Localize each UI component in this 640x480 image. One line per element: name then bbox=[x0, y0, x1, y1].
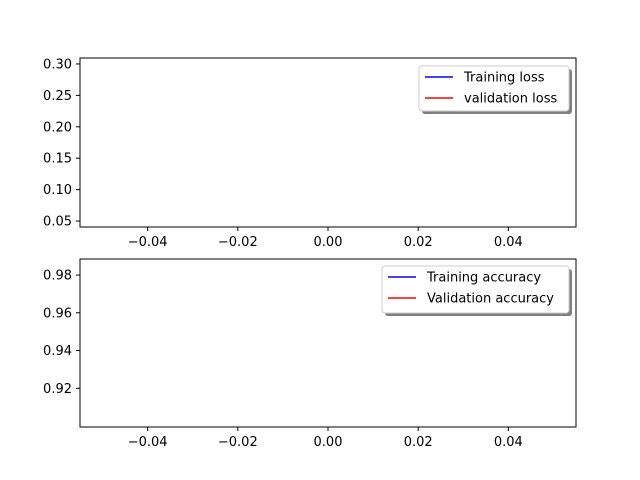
accuracy-y-ticks: 0.92 0.94 0.96 0.98 bbox=[43, 269, 80, 397]
loss-subplot: −0.04 −0.02 0.00 0.02 0.04 0.050.100.150.200… bbox=[43, 57, 577, 250]
accuracy-legend-label: Validation accuracy bbox=[427, 292, 554, 307]
loss-legend-box bbox=[418, 65, 570, 112]
accuracy-x-tick-label: −0.02 bbox=[218, 435, 258, 450]
loss-x-tick-label: 0.02 bbox=[404, 235, 433, 250]
loss-y-ticks: 0.05 0.10 0.15 0.20 0.25 0.30 bbox=[43, 57, 80, 230]
accuracy-y-tick-label: 0.98 bbox=[43, 269, 72, 284]
accuracy-subplot: −0.04 −0.02 0.00 0.02 0.04 0.920.940.960.98 … bbox=[43, 258, 577, 450]
accuracy-y-tick-label: 0.96 bbox=[43, 306, 72, 321]
loss-x-tick-label: −0.04 bbox=[128, 235, 168, 250]
loss-x-tick-label: 0.00 bbox=[314, 235, 343, 250]
loss-x-ticks: −0.04 −0.02 0.00 0.02 0.04 bbox=[128, 227, 523, 250]
loss-y-tick-label: 0.25 bbox=[43, 89, 72, 104]
accuracy-x-tick-label: 0.04 bbox=[494, 435, 523, 450]
accuracy-legend: Training accuracy Validation accuracy bbox=[381, 265, 572, 316]
loss-y-tick-label: 0.15 bbox=[43, 152, 72, 167]
accuracy-x-tick-label: 0.02 bbox=[404, 435, 433, 450]
accuracy-y-tick-label: 0.92 bbox=[43, 382, 72, 397]
loss-x-tick-label: 0.04 bbox=[494, 235, 523, 250]
loss-y-tick-label: 0.10 bbox=[43, 183, 72, 198]
accuracy-y-tick-label: 0.94 bbox=[43, 344, 72, 359]
loss-x-tick-label: −0.02 bbox=[218, 235, 258, 250]
loss-y-tick-label: 0.20 bbox=[43, 120, 72, 135]
accuracy-legend-box bbox=[381, 265, 570, 314]
loss-y-tick-label: 0.05 bbox=[43, 215, 72, 230]
accuracy-x-tick-label: 0.00 bbox=[314, 435, 343, 450]
accuracy-x-ticks: −0.04 −0.02 0.00 0.02 0.04 bbox=[128, 427, 523, 450]
loss-legend: Training loss validation loss bbox=[418, 65, 572, 114]
loss-legend-label: validation loss bbox=[464, 92, 557, 107]
accuracy-x-tick-label: −0.04 bbox=[128, 435, 168, 450]
loss-y-tick-label: 0.30 bbox=[43, 57, 72, 72]
loss-legend-label: Training loss bbox=[463, 71, 545, 86]
accuracy-legend-label: Training accuracy bbox=[426, 271, 541, 286]
